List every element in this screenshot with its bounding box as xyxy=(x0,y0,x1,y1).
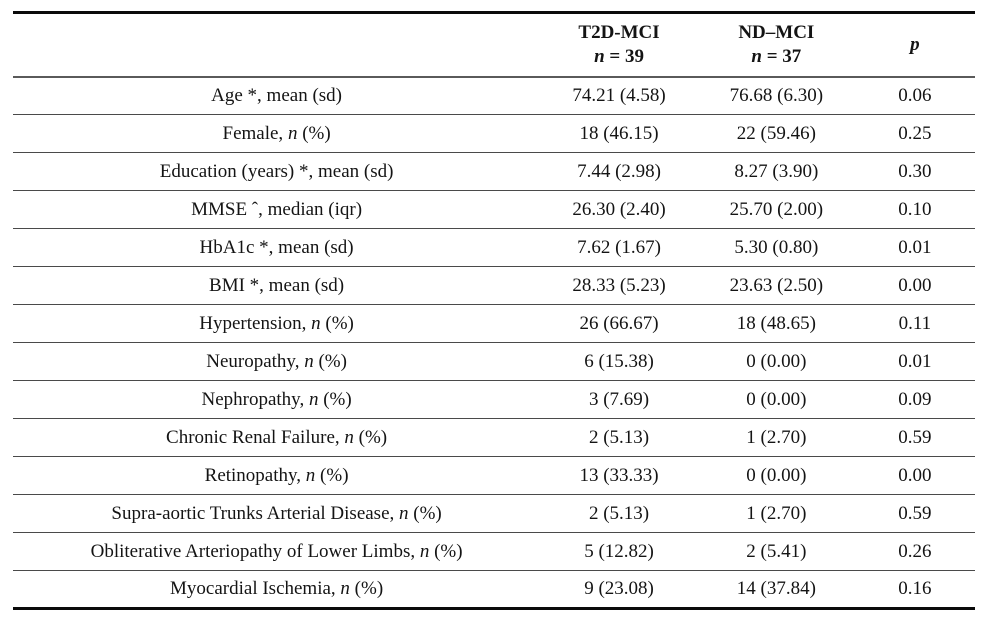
row-label: MMSE ˆ, median (iqr) xyxy=(191,198,363,220)
demographics-table: T2D-MCI n = 39 ND–MCI n = 37 p Age *, me… xyxy=(13,11,975,610)
table-row: Education (years) *, mean (sd) 7.44 (2.98… xyxy=(13,153,975,191)
table-row: Age *, mean (sd) 74.21 (4.58) 76.68 (6.30)… xyxy=(13,77,975,115)
cell-nd-value: 23.63 (2.50) xyxy=(729,274,824,296)
cell-nd-value: 1 (2.70) xyxy=(746,502,807,524)
row-label: Nephropathy, n (%) xyxy=(201,388,352,410)
nd-n-count: n = 37 xyxy=(751,45,802,67)
cell-t2d-value: 6 (15.38) xyxy=(584,350,654,372)
cell-p-value: 0.00 xyxy=(898,464,932,486)
t2d-n-count: n = 39 xyxy=(594,45,644,67)
table-row: Obliterative Arteriopathy of Lower Limbs… xyxy=(13,533,975,571)
cell-t2d-value: 2 (5.13) xyxy=(588,426,650,448)
table-row: Neuropathy, n (%) 6 (15.38) 0 (0.00) 0.01 xyxy=(13,343,975,381)
cell-nd-value: 5.30 (0.80) xyxy=(734,236,819,258)
cell-t2d-value: 13 (33.33) xyxy=(579,464,659,486)
cell-t2d-value: 3 (7.69) xyxy=(588,388,650,410)
cell-p-value: 0.59 xyxy=(898,426,932,448)
cell-nd-value: 2 (5.41) xyxy=(746,540,807,562)
header-row: T2D-MCI n = 39 ND–MCI n = 37 p xyxy=(13,13,975,77)
cell-p-value: 0.11 xyxy=(898,312,932,334)
cell-nd-value: 76.68 (6.30) xyxy=(729,84,824,106)
cell-p-value: 0.10 xyxy=(898,198,932,220)
cell-nd-value: 14 (37.84) xyxy=(736,578,816,599)
cell-t2d-value: 7.62 (1.67) xyxy=(577,236,661,258)
row-label: Education (years) *, mean (sd) xyxy=(159,160,394,182)
cell-p-value: 0.06 xyxy=(898,84,932,106)
col-header-p-value: p xyxy=(910,33,920,55)
row-label: HbA1c *, mean (sd) xyxy=(199,236,354,258)
cell-t2d-value: 18 (46.15) xyxy=(579,122,659,144)
row-label: Neuropathy, n (%) xyxy=(206,350,347,372)
cell-nd-value: 8.27 (3.90) xyxy=(734,160,819,182)
table-row: Myocardial Ischemia, n (%) 9 (23.08) 14 (3… xyxy=(13,571,975,609)
cell-t2d-value: 74.21 (4.58) xyxy=(572,84,666,106)
nd-group-label: ND–MCI xyxy=(738,22,815,43)
table-row: Supra-aortic Trunks Arterial Disease, n … xyxy=(13,495,975,533)
cell-p-value: 0.30 xyxy=(898,160,932,182)
col-header-t2d-mci: T2D-MCI n = 39 xyxy=(540,13,698,77)
row-label: Obliterative Arteriopathy of Lower Limbs… xyxy=(90,540,463,562)
cell-p-value: 0.59 xyxy=(898,502,932,524)
col-header-characteristic xyxy=(13,13,540,77)
row-label: Supra-aortic Trunks Arterial Disease, n … xyxy=(111,502,442,524)
cell-nd-value: 0 (0.00) xyxy=(746,388,807,410)
cell-nd-value: 22 (59.46) xyxy=(736,122,816,144)
cell-nd-value: 18 (48.65) xyxy=(736,312,816,334)
cell-p-value: 0.09 xyxy=(898,388,932,410)
row-label: Hypertension, n (%) xyxy=(199,312,354,334)
cell-p-value: 0.16 xyxy=(898,578,932,599)
row-label: Age *, mean (sd) xyxy=(211,84,343,106)
cell-t2d-value: 26 (66.67) xyxy=(579,312,659,334)
row-label: Myocardial Ischemia, n (%) xyxy=(170,578,384,599)
cell-p-value: 0.00 xyxy=(898,274,932,296)
cell-nd-value: 1 (2.70) xyxy=(746,426,807,448)
cell-nd-value: 0 (0.00) xyxy=(746,464,807,486)
cell-p-value: 0.26 xyxy=(898,540,932,562)
cell-t2d-value: 26.30 (2.40) xyxy=(572,198,666,220)
cell-nd-value: 0 (0.00) xyxy=(746,350,807,372)
row-label: Chronic Renal Failure, n (%) xyxy=(166,426,388,448)
table-row: Chronic Renal Failure, n (%) 2 (5.13) 1 (2… xyxy=(13,419,975,457)
table-row: MMSE ˆ, median (iqr) 26.30 (2.40) 25.70 (2… xyxy=(13,191,975,229)
t2d-group-label: T2D-MCI xyxy=(578,22,660,43)
cell-p-value: 0.01 xyxy=(898,236,932,258)
table-row: BMI *, mean (sd) 28.33 (5.23) 23.63 (2.50)… xyxy=(13,267,975,305)
cell-t2d-value: 7.44 (2.98) xyxy=(577,160,661,182)
cell-t2d-value: 5 (12.82) xyxy=(584,540,654,562)
cell-t2d-value: 2 (5.13) xyxy=(588,502,650,524)
table-body: Age *, mean (sd) 74.21 (4.58) 76.68 (6.30)… xyxy=(13,77,975,609)
cell-p-value: 0.01 xyxy=(898,350,932,372)
col-header-nd-mci: ND–MCI n = 37 xyxy=(698,13,855,77)
row-label: Retinopathy, n (%) xyxy=(204,464,349,486)
row-label: BMI *, mean (sd) xyxy=(209,274,345,296)
cell-t2d-value: 28.33 (5.23) xyxy=(572,274,666,296)
row-label: Female, n (%) xyxy=(222,122,331,144)
table-row: Retinopathy, n (%) 13 (33.33) 0 (0.00) 0.00 xyxy=(13,457,975,495)
cell-t2d-value: 9 (23.08) xyxy=(584,578,654,599)
cell-p-value: 0.25 xyxy=(898,122,932,144)
table-row: HbA1c *, mean (sd) 7.62 (1.67) 5.30 (0.80)… xyxy=(13,229,975,267)
table-row: Nephropathy, n (%) 3 (7.69) 0 (0.00) 0.09 xyxy=(13,381,975,419)
table-row: Female, n (%) 18 (46.15) 22 (59.46) 0.25 xyxy=(13,115,975,153)
table-row: Hypertension, n (%) 26 (66.67) 18 (48.65) 0… xyxy=(13,305,975,343)
cell-nd-value: 25.70 (2.00) xyxy=(729,198,824,220)
